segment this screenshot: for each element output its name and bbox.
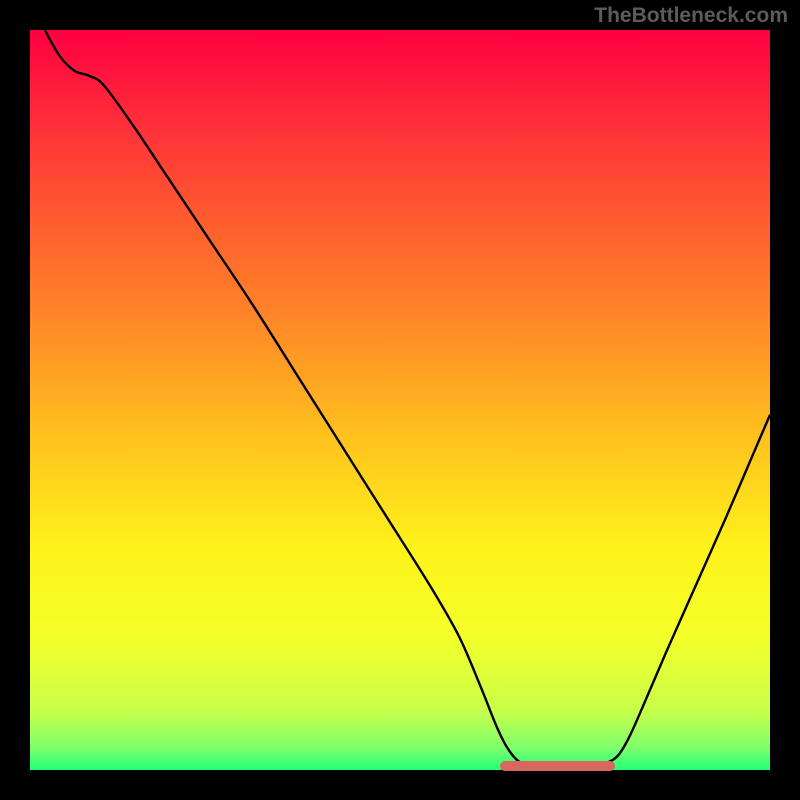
curve-path (45, 30, 770, 769)
plot-area (30, 30, 770, 770)
optimal-range-highlight (500, 761, 615, 771)
bottleneck-curve (30, 30, 770, 770)
attribution-text: TheBottleneck.com (594, 4, 788, 28)
